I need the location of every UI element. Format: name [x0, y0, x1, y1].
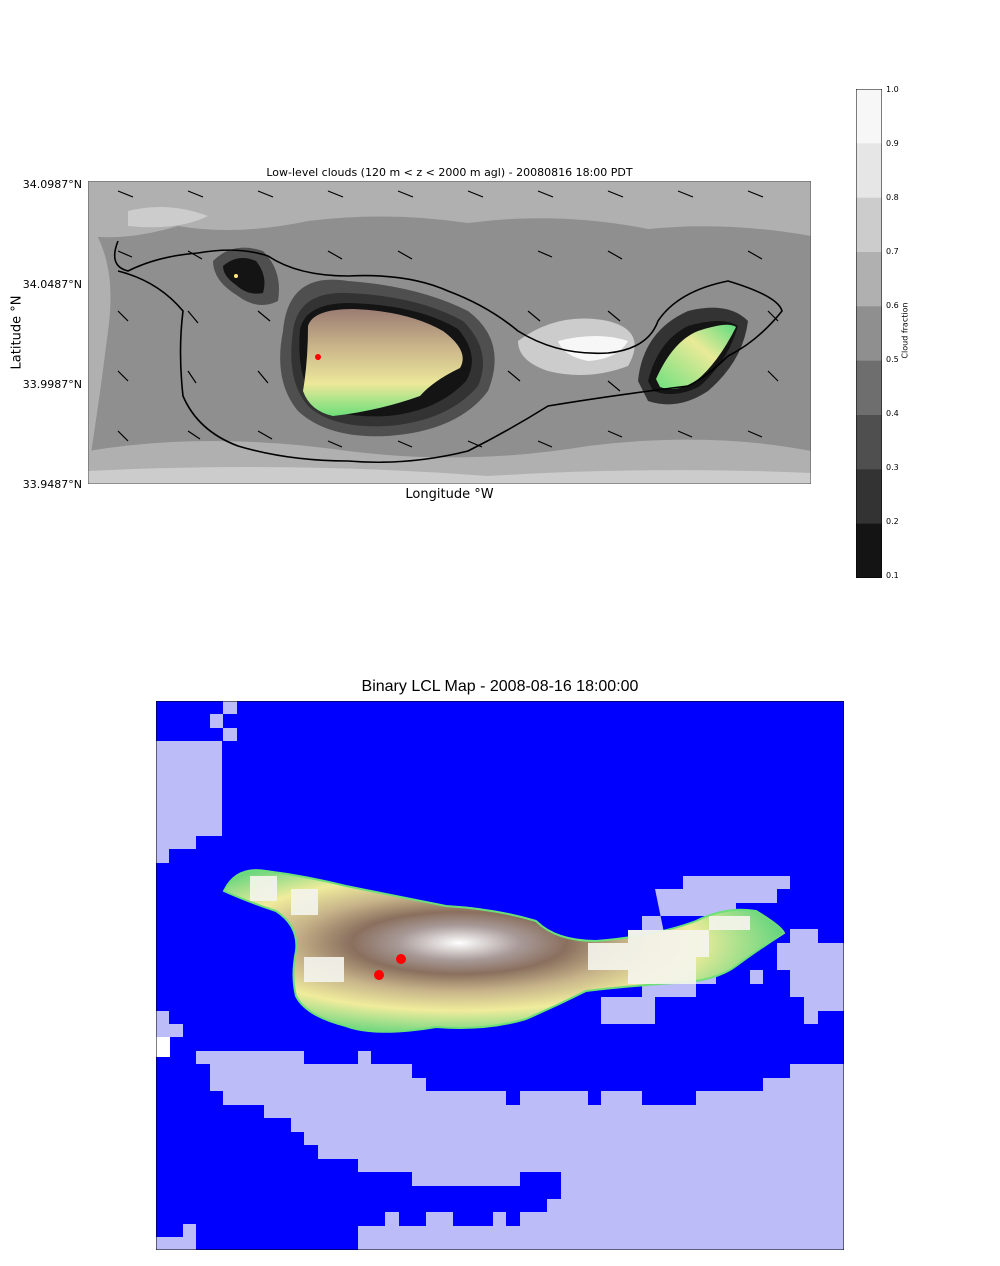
- ytick-label: 34.0987°N: [22, 178, 82, 191]
- colorbar-tick: 0.6: [886, 301, 899, 310]
- station-marker: [315, 354, 321, 360]
- colorbar: [856, 89, 882, 578]
- colorbar-tick: 0.5: [886, 355, 899, 364]
- colorbar-tick: 0.9: [886, 139, 899, 148]
- colorbar-tick: 0.1: [886, 571, 899, 580]
- colorbar-tick: 0.7: [886, 247, 899, 256]
- cloud-fraction-map: [88, 181, 811, 484]
- colorbar-swatch: [856, 197, 882, 253]
- bottom-map-title: Binary LCL Map - 2008-08-16 18:00:00: [361, 678, 639, 695]
- colorbar-tick: 0.8: [886, 193, 899, 202]
- ytick-label: 33.9987°N: [22, 378, 82, 391]
- colorbar-swatch: [856, 360, 882, 416]
- colorbar-tick: 0.4: [886, 409, 899, 418]
- colorbar-swatch: [856, 252, 882, 307]
- colorbar-label: Cloud fraction: [900, 302, 910, 359]
- colorbar-swatch: [856, 143, 882, 199]
- colorbar-swatch: [856, 306, 882, 362]
- station-marker: [374, 970, 384, 980]
- ytick-label: 34.0487°N: [22, 278, 82, 291]
- top-map-title: Low-level clouds (120 m < z < 2000 m agl…: [266, 166, 633, 179]
- station-marker: [396, 954, 406, 964]
- binary-lcl-map: [156, 701, 844, 1250]
- colorbar-tick: 0.3: [886, 463, 899, 472]
- colorbar-tick: 0.2: [886, 517, 899, 526]
- colorbar-swatch: [856, 89, 882, 144]
- colorbar-swatch: [856, 523, 882, 578]
- wind-arrow: [117, 190, 764, 198]
- ytick-label: 33.9487°N: [22, 478, 82, 491]
- station-marker: [234, 274, 238, 278]
- top-map-ylabel: Latitude °N: [9, 295, 25, 370]
- colorbar-swatch: [856, 415, 882, 470]
- colorbar-swatch: [856, 469, 882, 525]
- colorbar-tick: 1.0: [886, 85, 899, 94]
- top-map-xlabel: Longitude °W: [405, 487, 494, 502]
